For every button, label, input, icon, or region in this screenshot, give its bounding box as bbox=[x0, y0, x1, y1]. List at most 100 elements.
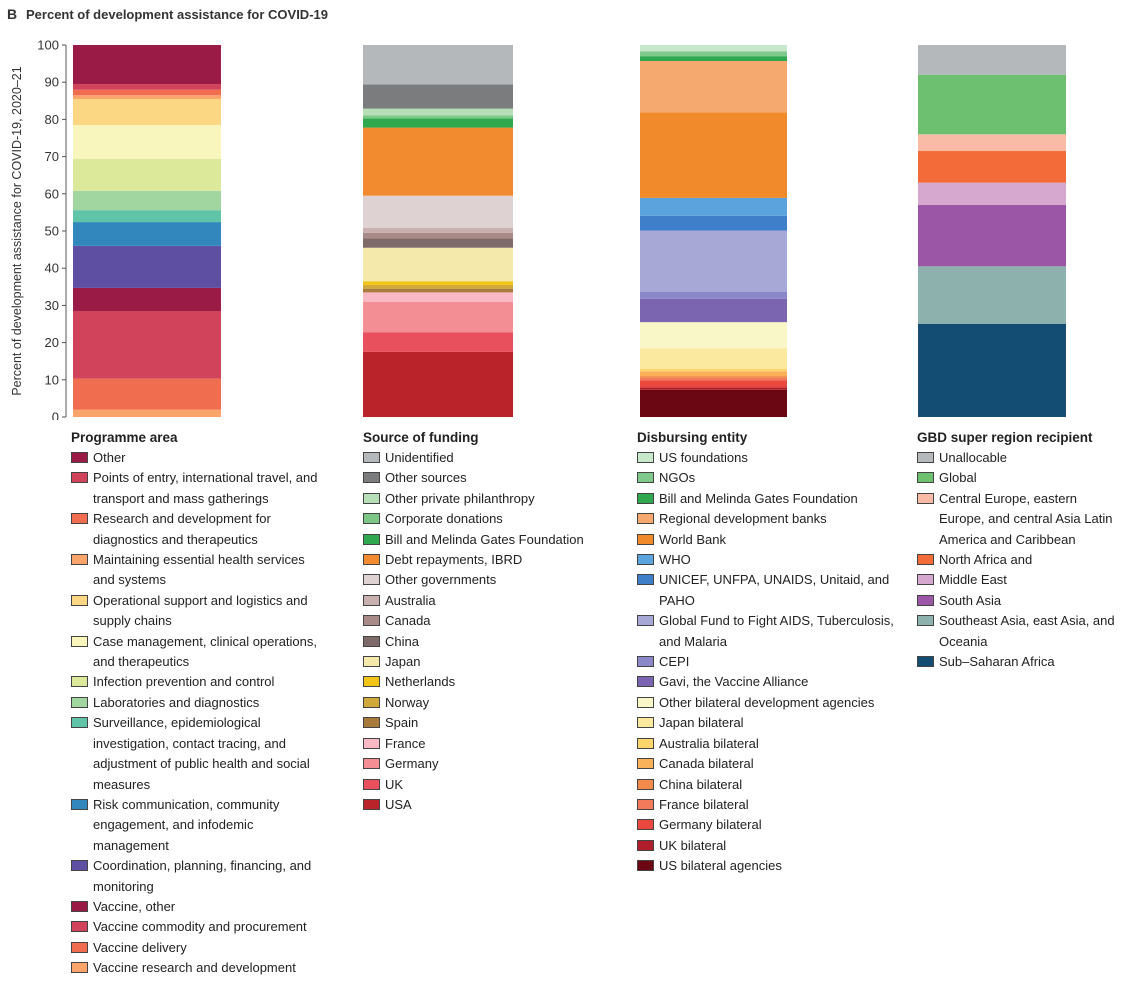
legend-swatch bbox=[363, 778, 380, 790]
bar-segment bbox=[918, 45, 1066, 75]
legend-label: Australia bbox=[385, 592, 436, 608]
legend-swatch bbox=[363, 574, 380, 586]
legend-item: Southeast Asia, east Asia, and Oceania bbox=[917, 611, 1122, 652]
legend-swatch bbox=[71, 860, 88, 872]
legend-swatch bbox=[71, 941, 88, 953]
legend-item: NGOs bbox=[637, 468, 897, 488]
bar-segment bbox=[640, 292, 787, 299]
legend-swatch bbox=[637, 778, 654, 790]
legend-swatch bbox=[363, 635, 380, 647]
legend-item: US foundations bbox=[637, 448, 897, 468]
legend-label: Research and development for diagnostics… bbox=[93, 511, 271, 547]
legend-swatch bbox=[917, 615, 934, 627]
legend-swatch bbox=[637, 696, 654, 708]
legend-swatch bbox=[363, 676, 380, 688]
legend-swatch bbox=[637, 615, 654, 627]
bar-segment bbox=[918, 74, 1066, 135]
legend-label: WHO bbox=[659, 552, 691, 568]
bar-segment bbox=[73, 222, 221, 246]
legend-item: Bill and Melinda Gates Foundation bbox=[637, 489, 897, 509]
bar-segment bbox=[363, 288, 513, 293]
legend-swatch bbox=[917, 452, 934, 463]
legend-label: Australia bilateral bbox=[659, 735, 759, 751]
y-tick-label: 40 bbox=[45, 261, 59, 276]
bar-segment bbox=[640, 45, 787, 52]
legend-item: Unidentified bbox=[363, 448, 618, 468]
bar-segment bbox=[640, 368, 787, 372]
legend-swatch bbox=[637, 839, 654, 851]
bar-segment bbox=[73, 310, 221, 379]
legend-item: Operational support and logistics and su… bbox=[71, 591, 326, 632]
legend-item: Other sources bbox=[363, 468, 618, 488]
legend-swatch bbox=[363, 798, 380, 810]
bar-segment bbox=[73, 95, 221, 99]
panel-label: B bbox=[7, 6, 17, 22]
legend: Programme area Other Points of entry, inte… bbox=[71, 428, 326, 979]
bar-segment bbox=[363, 232, 513, 239]
legend-item: France bbox=[363, 734, 618, 754]
legend-label: CEPI bbox=[659, 654, 690, 670]
bar-segment bbox=[640, 380, 787, 388]
legend-swatch bbox=[637, 513, 654, 525]
y-tick-label: 20 bbox=[45, 335, 59, 350]
legend-label: Germany bbox=[385, 756, 439, 772]
legend-label: Japan bilateral bbox=[659, 715, 744, 731]
legend-swatch bbox=[917, 492, 934, 504]
bar-segment bbox=[363, 45, 513, 85]
bar-segment bbox=[363, 127, 513, 196]
legend-label: Operational support and logistics and su… bbox=[93, 592, 308, 629]
bar-segment bbox=[918, 324, 1066, 417]
bar-segment bbox=[640, 230, 787, 293]
legend-label: Canada bilateral bbox=[659, 756, 754, 772]
legend-title: Disbursing entity bbox=[637, 430, 748, 445]
legend-label: South Asia bbox=[939, 592, 1002, 608]
legend-label: Japan bbox=[385, 654, 421, 670]
legend-item: Gavi, the Vaccine Alliance bbox=[637, 672, 897, 692]
legend-item: Other governments bbox=[363, 570, 618, 590]
bar-segment bbox=[640, 348, 787, 369]
bar-segment bbox=[73, 287, 221, 311]
legend-item: Sub–Saharan Africa bbox=[917, 652, 1122, 672]
legend-item: Vaccine commodity and procurement bbox=[71, 917, 326, 937]
legend-item: UK bilateral bbox=[637, 836, 897, 856]
legend-item: Research and development for diagnostics… bbox=[71, 509, 326, 550]
legend-item: UK bbox=[363, 775, 618, 795]
legend-swatch bbox=[637, 554, 654, 566]
bar-segment bbox=[363, 118, 513, 128]
bar-segment bbox=[918, 182, 1066, 205]
legend-item: Regional development banks bbox=[637, 509, 897, 529]
y-tick-label: 100 bbox=[37, 38, 59, 53]
bar-segment bbox=[640, 298, 787, 323]
legend-item: Maintaining essential health services an… bbox=[71, 550, 326, 591]
legend-label: Unallocable bbox=[939, 450, 1007, 465]
legend-swatch bbox=[637, 574, 654, 586]
legend-label: Other bilateral development agencies bbox=[659, 694, 875, 710]
legend-item: France bilateral bbox=[637, 795, 897, 815]
legend-swatch bbox=[637, 676, 654, 688]
bar-segment bbox=[363, 108, 513, 116]
legend-swatch bbox=[363, 554, 380, 566]
legend-swatch bbox=[917, 574, 934, 586]
legend-label: Infection prevention and control bbox=[93, 674, 275, 690]
legend-swatch bbox=[637, 656, 654, 668]
legend-swatch bbox=[71, 452, 88, 463]
legend-item: Global Fund to Fight AIDS, Tuberculosis,… bbox=[637, 611, 897, 652]
legend-label: Coordination, planning, financing, and m… bbox=[93, 858, 312, 894]
legend-item: Surveillance, epidemiological investigat… bbox=[71, 713, 326, 795]
legend-item: Infection prevention and control bbox=[71, 672, 326, 692]
legend-label: Canada bbox=[385, 613, 431, 629]
legend-swatch bbox=[71, 676, 88, 688]
legend-label: NGOs bbox=[659, 470, 696, 486]
legend-item: WHO bbox=[637, 550, 897, 570]
legend-label: Spain bbox=[385, 715, 419, 731]
legend-swatch bbox=[71, 900, 88, 912]
legend-swatch bbox=[917, 594, 934, 606]
legend-label: France bbox=[385, 735, 426, 751]
y-tick-label: 80 bbox=[45, 112, 59, 127]
legend-swatch bbox=[71, 594, 88, 606]
bar-segment bbox=[73, 45, 221, 85]
legend-label: China bbox=[385, 633, 419, 649]
legend: GBD super region recipient Unallocable Glo… bbox=[917, 428, 1122, 672]
legend-swatch bbox=[637, 492, 654, 504]
legend-item: China bbox=[363, 632, 618, 652]
